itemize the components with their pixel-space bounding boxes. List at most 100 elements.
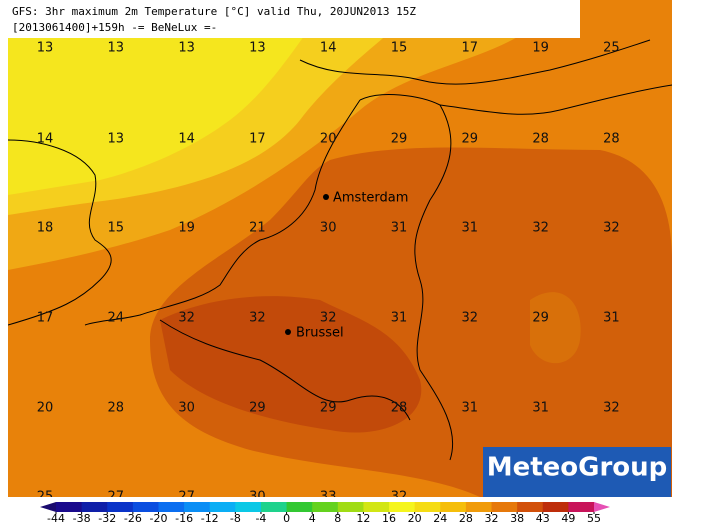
colorbar-segment	[107, 502, 134, 512]
grid-value: 30	[320, 221, 337, 236]
colorbar-label: 24	[433, 512, 447, 525]
grid-value: 32	[249, 311, 266, 326]
grid-value: 15	[391, 41, 408, 56]
colorbar-segment	[363, 502, 390, 512]
colorbar-arrow	[594, 502, 610, 512]
colorbar-segment	[235, 502, 262, 512]
grid-value: 17	[462, 41, 479, 56]
grid-value: 18	[37, 221, 54, 236]
grid-value: 29	[249, 401, 266, 416]
grid-value: 28	[603, 132, 620, 147]
colorbar-label: 8	[334, 512, 341, 525]
colorbar-segment	[414, 502, 441, 512]
grid-value: 32	[603, 221, 620, 236]
grid-value: 24	[108, 311, 125, 326]
colorbar-label: 20	[408, 512, 422, 525]
grid-value: 32	[320, 311, 337, 326]
colorbar-segment	[184, 502, 211, 512]
grid-value: 28	[532, 132, 549, 147]
grid-value: 31	[462, 401, 479, 416]
header-line: [2013061400]+159h -= BeNeLux =-	[12, 21, 217, 34]
city-label: Brussel	[296, 326, 344, 341]
colorbar-label: -26	[124, 512, 142, 525]
colorbar-segment	[568, 502, 595, 512]
colorbar-label: -44	[47, 512, 65, 525]
grid-value: 31	[532, 401, 549, 416]
grid-value: 31	[462, 221, 479, 236]
colorbar-label: 12	[356, 512, 370, 525]
colorbar-segment	[491, 502, 518, 512]
grid-value: 32	[532, 221, 549, 236]
grid-value: 13	[178, 41, 195, 56]
grid-value: 21	[249, 221, 266, 236]
grid-value: 17	[37, 311, 54, 326]
grid-value: 20	[37, 401, 54, 416]
colorbar-label: 4	[309, 512, 316, 525]
colorbar-segment	[465, 502, 493, 512]
colorbar-label: 43	[536, 512, 550, 525]
grid-value: 17	[249, 132, 266, 147]
grid-value: 29	[391, 132, 408, 147]
coastline	[299, 39, 651, 85]
city-dot	[323, 194, 329, 200]
colorbar: -44 -38 -32 -26 -20 -16 -12 -8 -4 0 4 8 12 16 20 24 28 32…	[40, 502, 610, 525]
grid-value: 13	[108, 41, 125, 56]
grid-value: 20	[320, 132, 337, 147]
grid-value: 14	[37, 132, 54, 147]
header-line: GFS: 3hr maximum 2m Temperature [°C] val…	[12, 5, 416, 18]
border	[359, 94, 454, 461]
colorbar-segment	[517, 502, 544, 512]
coastline	[8, 139, 112, 326]
colorbar-segment	[132, 502, 159, 512]
grid-value: 31	[391, 221, 408, 236]
grid-value: 32	[462, 311, 479, 326]
grid-value: 13	[37, 41, 54, 56]
grid-value: 28	[391, 401, 408, 416]
colorbar-label: 49	[561, 512, 575, 525]
colorbar-segment	[209, 502, 236, 512]
colorbar-segment	[312, 502, 339, 512]
grid-value: 31	[603, 311, 620, 326]
map	[8, 0, 672, 497]
colorbar-segment	[260, 502, 288, 512]
grid-value: 14	[178, 132, 195, 147]
colorbar-label: -32	[98, 512, 116, 525]
grid-value: 31	[391, 311, 408, 326]
colorbar-segment	[56, 502, 83, 512]
grid-value: 30	[178, 401, 195, 416]
local-max	[530, 292, 581, 364]
colorbar-segment	[389, 502, 416, 512]
coastline	[84, 99, 361, 326]
colorbar-label: 55	[587, 512, 601, 525]
grid-value: 28	[108, 401, 125, 416]
colorbar-label: -16	[175, 512, 193, 525]
grid-value: 29	[462, 132, 479, 147]
grid-value: 32	[178, 311, 195, 326]
grid-value: 19	[178, 221, 195, 236]
logo-box	[483, 447, 671, 497]
grid-value: 19	[532, 41, 549, 56]
grid-value: 13	[249, 41, 266, 56]
grid-value: 15	[108, 221, 125, 236]
coastline	[439, 84, 672, 115]
colorbar-segment	[440, 502, 467, 512]
colorbar-arrow	[40, 502, 56, 512]
border	[159, 319, 411, 421]
cool-zone	[8, 0, 330, 195]
grid-value: 29	[320, 401, 337, 416]
colorbar-label: 16	[382, 512, 396, 525]
colorbar-label: -38	[73, 512, 91, 525]
logo: MeteoGroup	[487, 453, 668, 483]
grid-value: 25	[603, 41, 620, 56]
grid-value: 32	[603, 401, 620, 416]
grid-value: 14	[320, 41, 337, 56]
colorbar-label: 32	[485, 512, 499, 525]
colorbar-label: -4	[255, 512, 266, 525]
colorbar-label: 28	[459, 512, 473, 525]
colorbar-label: -20	[149, 512, 167, 525]
colorbar-label: 38	[510, 512, 524, 525]
header-box	[8, 0, 580, 38]
colorbar-segment	[542, 502, 569, 512]
colorbar-segment	[81, 502, 108, 512]
city-label: Amsterdam	[333, 191, 408, 206]
